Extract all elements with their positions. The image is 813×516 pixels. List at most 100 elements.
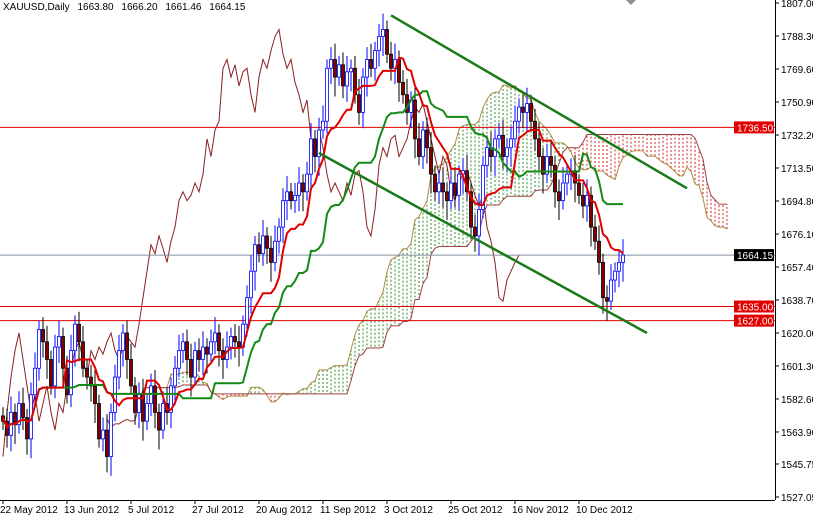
candle-body — [213, 332, 217, 343]
candle-body — [493, 138, 497, 157]
candle-body — [73, 323, 77, 352]
candle-body — [281, 200, 285, 228]
candle-body — [565, 173, 569, 184]
candle-body — [85, 367, 89, 378]
candle-body — [617, 261, 621, 272]
y-tick-label: 1601.30 — [781, 362, 813, 373]
candle — [405, 78, 409, 125]
candle-body — [505, 147, 509, 157]
open-value: 1663.80 — [77, 2, 114, 13]
candle-body — [373, 50, 377, 69]
candle-body — [41, 329, 45, 343]
y-tick-label: 1788.30 — [781, 32, 813, 43]
candle-body — [97, 403, 101, 440]
close-value: 1664.15 — [209, 2, 246, 13]
candle-body — [577, 182, 581, 196]
candle — [281, 188, 285, 243]
candle-body — [485, 147, 489, 166]
candle — [485, 135, 489, 178]
candle-body — [497, 134, 501, 140]
candle — [597, 225, 601, 275]
candle-body — [273, 240, 277, 263]
candle — [25, 408, 29, 455]
candle — [565, 165, 569, 196]
candle-body — [613, 270, 617, 281]
candle — [117, 334, 121, 390]
candle-body — [557, 191, 561, 202]
candle-body — [449, 182, 453, 202]
candle-body — [197, 350, 201, 360]
candle — [449, 170, 453, 210]
candle-body — [537, 138, 541, 157]
candle-body — [309, 138, 313, 175]
candle — [181, 332, 185, 363]
candle-body — [365, 59, 369, 78]
candle-body — [69, 350, 73, 396]
y-tick-label: 1545.75 — [781, 460, 813, 471]
candle — [293, 182, 297, 213]
candle — [301, 174, 305, 212]
candle — [469, 182, 473, 240]
plot-area — [0, 13, 775, 476]
candle-body — [513, 120, 517, 140]
x-tick-label: 16 Nov 2012 — [512, 505, 569, 516]
candle-body — [553, 164, 557, 193]
candle-body — [581, 194, 585, 207]
candle — [233, 324, 237, 358]
candle — [305, 161, 309, 201]
candle-body — [293, 194, 297, 202]
candle — [257, 232, 261, 263]
y-tick-label: 1713.50 — [781, 164, 813, 175]
candle-body — [33, 367, 37, 396]
candle — [477, 193, 481, 256]
candle — [45, 325, 49, 379]
candle-body — [337, 64, 341, 78]
candle-body — [525, 103, 529, 113]
candle-body — [445, 191, 449, 202]
candle — [21, 387, 25, 431]
candle-body — [589, 194, 593, 228]
candle — [89, 364, 93, 402]
candle-body — [193, 350, 197, 378]
candle — [121, 324, 125, 367]
candle — [169, 377, 173, 429]
candle-body — [61, 336, 65, 369]
candle-body — [289, 191, 293, 202]
candle-body — [361, 76, 365, 113]
level-price-label-background — [734, 314, 774, 327]
candle — [589, 186, 593, 247]
candle-body — [429, 147, 433, 175]
candle — [33, 352, 37, 404]
candle-body — [285, 191, 289, 202]
candle — [489, 131, 493, 173]
candle — [333, 43, 337, 97]
candle — [521, 94, 525, 129]
candle — [513, 105, 517, 148]
candle — [385, 20, 389, 63]
candle-body — [249, 270, 253, 299]
time-axis-background — [0, 500, 813, 516]
candle — [241, 315, 245, 356]
y-tick-label: 1638.70 — [781, 296, 813, 307]
candle — [157, 403, 161, 450]
candle-body — [17, 403, 21, 426]
candle — [617, 250, 621, 288]
candle-body — [185, 341, 189, 360]
candle — [249, 255, 253, 314]
candle-body — [57, 336, 61, 348]
level-price-label: 1635.00 — [737, 303, 774, 314]
x-tick-label: 27 Jul 2012 — [192, 505, 244, 516]
candle — [129, 343, 133, 395]
candle — [621, 239, 625, 282]
candle — [421, 121, 425, 169]
chart-title: XAUUSD,Daily 1663.80 1666.20 1661.46 166… — [3, 2, 250, 13]
candle-body — [269, 247, 273, 263]
candle — [553, 156, 557, 208]
candle-body — [421, 129, 425, 157]
candle-body — [413, 99, 417, 140]
candle-body — [481, 164, 485, 210]
candle — [613, 262, 617, 293]
candle-body — [437, 182, 441, 193]
candle — [457, 165, 461, 212]
